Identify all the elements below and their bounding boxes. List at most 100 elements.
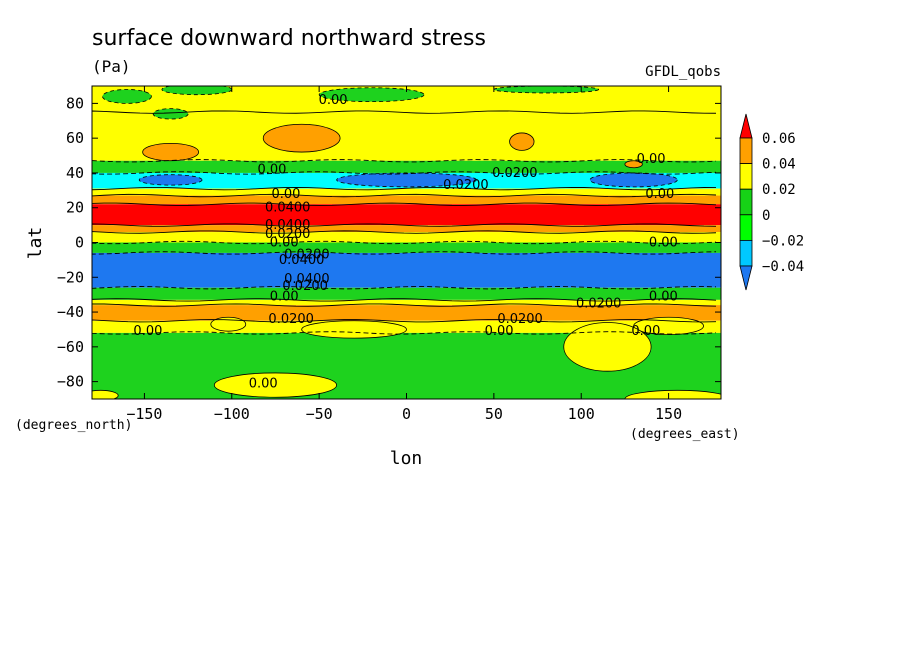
contour-lines: [92, 110, 717, 335]
contour-line: [92, 331, 717, 335]
colorbar-segment: [739, 188, 753, 216]
zonal-band: [92, 252, 721, 288]
contour-region: [213, 372, 338, 398]
contour-line: [92, 303, 717, 307]
colorbar-label: 0: [762, 208, 770, 224]
contour-label: 0.0400: [284, 272, 330, 287]
zonal-band: [92, 195, 721, 205]
y-tick-label: −20: [57, 268, 84, 286]
y-tick-label: 20: [66, 199, 84, 217]
colorbar: 0.06 0.04 0.02 0 −0.02 −0.04: [739, 113, 804, 291]
contour-line: [92, 251, 717, 255]
chart-title: surface downward northward stress: [92, 26, 486, 51]
zonal-band: [92, 320, 721, 333]
contour-label: 0.0200: [497, 312, 543, 327]
colorbar-label: 0.06: [762, 131, 796, 147]
contour-line: [92, 298, 717, 302]
contour-label: 0.00: [270, 289, 299, 304]
y-tick-label: −40: [57, 303, 84, 321]
chart-units: (Pa): [92, 57, 131, 76]
contour-line: [92, 286, 717, 290]
x-tick-label: 50: [485, 405, 503, 423]
contour-label: 0.00: [649, 236, 678, 251]
y-tick-label: 40: [66, 164, 84, 182]
colorbar-segment: [739, 239, 753, 267]
contour-label: 0.0400: [265, 201, 311, 216]
colorbar-label: 0.02: [762, 182, 796, 198]
colorbar-bottom-arrow: [739, 265, 753, 291]
contour-label: 0.0400: [265, 218, 311, 233]
contour-label: 0.00: [270, 236, 299, 251]
contour-region: [563, 322, 652, 372]
contour-label: 0.00: [257, 162, 286, 177]
contour-region: [336, 172, 477, 188]
contour-line: [92, 230, 717, 234]
contour-region: [142, 142, 199, 162]
contour-line: [92, 186, 717, 191]
contour-region: [318, 87, 425, 103]
y-tick-label: 60: [66, 129, 84, 147]
contour-label: 0.00: [133, 324, 162, 339]
contour-regions: [92, 86, 721, 399]
colorbar-segment: [739, 214, 753, 241]
zonal-band: [92, 188, 721, 196]
contour-region: [624, 160, 643, 169]
y-tick-label: −60: [57, 338, 84, 356]
x-axis-label: lon: [390, 448, 423, 469]
contour-label: 0.0200: [492, 166, 538, 181]
colorbar-top-arrow: [739, 113, 753, 139]
y-tick-label: 0: [75, 234, 84, 252]
contour-region: [102, 89, 152, 104]
contour-label: 0.00: [649, 289, 678, 304]
colorbar-label: −0.04: [762, 259, 804, 275]
y-tick-label: 80: [66, 94, 84, 112]
contour-region: [210, 316, 247, 332]
contour-label: 0.00: [645, 187, 674, 202]
y-axis-label: lat: [25, 227, 46, 260]
contour-region: [493, 86, 600, 94]
contour-region: [262, 123, 341, 153]
contour-line: [92, 223, 717, 227]
contour-region: [301, 320, 407, 339]
plot-area: [92, 86, 721, 399]
contour-region: [152, 108, 189, 120]
colorbar-segment: [739, 137, 753, 165]
contour-label: 0.0200: [443, 178, 489, 193]
colorbar-segment: [739, 163, 753, 190]
contour-line: [92, 159, 717, 163]
x-tick-label: 100: [568, 405, 595, 423]
colorbar-label: 0.04: [762, 157, 796, 173]
x-tick-label: 150: [655, 405, 682, 423]
contour-label: 0.0200: [284, 248, 330, 263]
contour-label: 0.00: [631, 324, 660, 339]
contour-label: 0.0200: [576, 296, 622, 311]
contour-label: 0.00: [485, 324, 514, 339]
contour-label: 0.00: [271, 187, 300, 202]
contour-label: 0.0200: [268, 312, 314, 327]
x-tick-label: −50: [306, 405, 333, 423]
x-axis-units: (degrees_east): [630, 427, 740, 442]
dataset-label: GFDL_qobs: [645, 64, 721, 80]
contour-line: [92, 193, 717, 198]
contour-label: 0.00: [249, 376, 278, 391]
zonal-band: [92, 299, 721, 306]
zonal-band: [92, 204, 721, 226]
contour-line: [92, 319, 717, 323]
zonal-band: [92, 287, 721, 300]
x-axis: −150 −100 −50 0 50 100 150: [126, 86, 682, 423]
contour-line: [92, 202, 717, 206]
zonal-bands: [92, 86, 721, 399]
colorbar-label: −0.02: [762, 233, 804, 249]
contour-label: 0.0200: [265, 227, 311, 242]
x-tick-label: −150: [126, 405, 162, 423]
zonal-band: [92, 242, 721, 253]
y-axis-units: (degrees_north): [15, 418, 132, 433]
contour-region: [138, 174, 203, 186]
zonal-band: [92, 305, 721, 321]
zonal-band: [92, 160, 721, 173]
contour-line: [92, 171, 717, 175]
contour-region: [92, 389, 119, 399]
contour-label: 0.0200: [282, 279, 328, 294]
